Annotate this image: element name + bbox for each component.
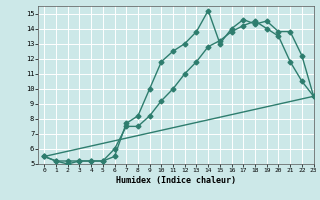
- X-axis label: Humidex (Indice chaleur): Humidex (Indice chaleur): [116, 176, 236, 185]
